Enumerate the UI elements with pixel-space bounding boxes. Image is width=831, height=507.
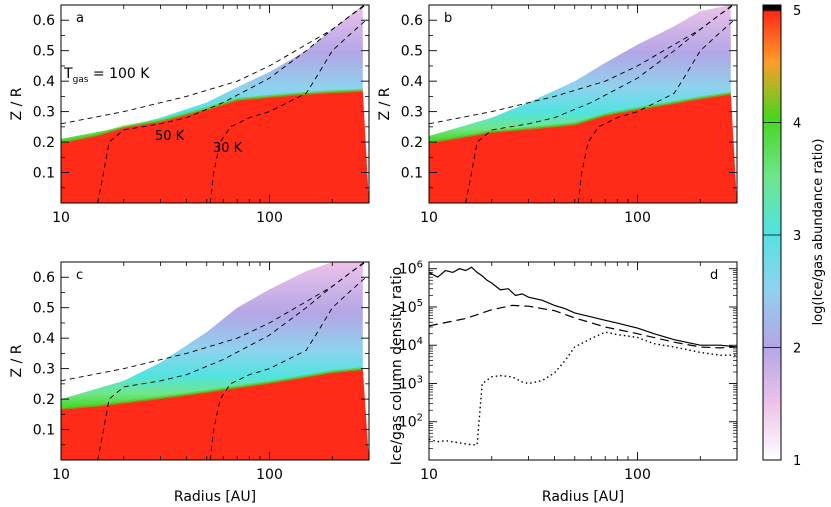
heat-rim xyxy=(61,367,363,410)
x-tick-label: 100 xyxy=(256,467,283,483)
y-tick-label: 0.2 xyxy=(401,135,423,151)
y-tick-label: 106 xyxy=(399,260,423,278)
series-line-dotted xyxy=(429,331,737,446)
y-axis-label: Z / R xyxy=(9,87,25,120)
heat-rim xyxy=(61,88,363,144)
panel-c-contours xyxy=(61,262,367,460)
x-axis-label: Radius [AU] xyxy=(542,489,624,505)
y-tick-label: 105 xyxy=(399,298,423,316)
panel-c-letter: c xyxy=(76,268,83,283)
x-tick-label: 100 xyxy=(624,210,651,226)
panel-a-contours xyxy=(61,5,367,203)
heat-ice-region xyxy=(61,368,369,460)
y-axis-label: Z / R xyxy=(9,344,25,377)
panel-d-letter: d xyxy=(710,268,718,283)
tgas-label: Tgas = 100 K xyxy=(63,66,150,85)
heat-rim xyxy=(429,91,732,144)
temperature-contour xyxy=(97,262,365,460)
panel-b-heatmap xyxy=(429,5,737,203)
label-50k: 50 K xyxy=(155,129,185,144)
x-axis-label: Radius [AU] xyxy=(174,489,256,505)
temperature-contour xyxy=(97,5,365,203)
y-tick-label: 0.4 xyxy=(33,74,55,90)
y-tick-label: 0.4 xyxy=(33,331,55,347)
y-tick-label: 0.3 xyxy=(401,105,423,121)
x-tick-label: 100 xyxy=(256,210,283,226)
heat-transition-band xyxy=(61,262,363,409)
y-tick-label: 0.1 xyxy=(401,166,423,182)
y-tick-label: 0.6 xyxy=(401,13,423,29)
y-tick-label: 102 xyxy=(399,413,423,431)
colorbar-gradient xyxy=(762,4,782,461)
y-tick-label: 0.4 xyxy=(401,74,423,90)
panel-a-frame xyxy=(60,4,370,204)
heat-ice-region xyxy=(429,93,737,203)
panel-d-lines xyxy=(429,266,737,446)
y-tick-label: 0.2 xyxy=(33,392,55,408)
x-tick-label: 10 xyxy=(420,467,438,483)
panel-c-frame xyxy=(60,261,370,461)
heat-ice-region xyxy=(61,90,369,203)
y-tick-label: 0.5 xyxy=(33,301,55,317)
panel-b-frame xyxy=(428,4,738,204)
y-axis-label: Ice/gas column density ratio xyxy=(389,267,405,465)
y-tick-label: 0.1 xyxy=(33,423,55,439)
y-tick-label: 0.5 xyxy=(401,44,423,60)
temperature-contour xyxy=(209,19,367,203)
y-axis-label: Z / R xyxy=(377,87,393,120)
y-tick-label: 0.1 xyxy=(33,166,55,182)
colorbar: 1 2 3 4 5 log(Ice/gas abundance ratio) xyxy=(762,4,826,469)
series-line-dashed xyxy=(429,304,737,349)
y-tick-label: 0.3 xyxy=(33,362,55,378)
panel-b-letter: b xyxy=(444,11,452,26)
tgas-t: T xyxy=(63,66,73,82)
y-tick-label: 103 xyxy=(399,374,423,392)
panel-a: 10 100 0.1 0.2 0.3 0.4 0.5 0.6 Z / R a Tgas = 10… xyxy=(9,4,370,226)
y-tick-label: 0.6 xyxy=(33,270,55,286)
y-tick-label: 104 xyxy=(399,336,423,354)
x-tick-label: 100 xyxy=(624,467,651,483)
colorbar-tick-label: 1 xyxy=(793,454,801,469)
colorbar-tick-label: 5 xyxy=(793,4,801,19)
tgas-value: = 100 K xyxy=(88,66,150,82)
x-tick-label: 10 xyxy=(52,467,70,483)
tgas-subscript: gas xyxy=(73,75,89,85)
colorbar-tick-label: 4 xyxy=(793,117,801,132)
temperature-contour xyxy=(209,276,367,460)
heat-transition-band xyxy=(61,5,363,143)
panel-a-letter: a xyxy=(76,11,84,26)
panel-b-contours xyxy=(429,5,735,203)
colorbar-tick-label: 2 xyxy=(793,342,801,357)
colorbar-tick-label: 3 xyxy=(793,229,801,244)
y-tick-label: 0.2 xyxy=(33,135,55,151)
panel-b: 10 100 0.1 0.2 0.3 0.4 0.5 0.6 Z / R b xyxy=(377,4,738,226)
y-tick-label: 0.3 xyxy=(33,105,55,121)
temperature-contour xyxy=(577,19,735,203)
panel-d-frame xyxy=(428,261,738,461)
y-tick-label: 0.6 xyxy=(33,13,55,29)
x-tick-label: 10 xyxy=(420,210,438,226)
series-line-solid xyxy=(429,266,737,348)
x-tick-label: 10 xyxy=(52,210,70,226)
label-30k: 30 K xyxy=(213,141,243,156)
heat-transition-band xyxy=(429,5,731,143)
panel-c-heatmap xyxy=(61,262,369,460)
temperature-contour xyxy=(465,5,733,203)
y-tick-label: 0.5 xyxy=(33,44,55,60)
colorbar-label: log(Ice/gas abundance ratio) xyxy=(811,139,826,326)
panel-a-heatmap xyxy=(61,5,369,203)
